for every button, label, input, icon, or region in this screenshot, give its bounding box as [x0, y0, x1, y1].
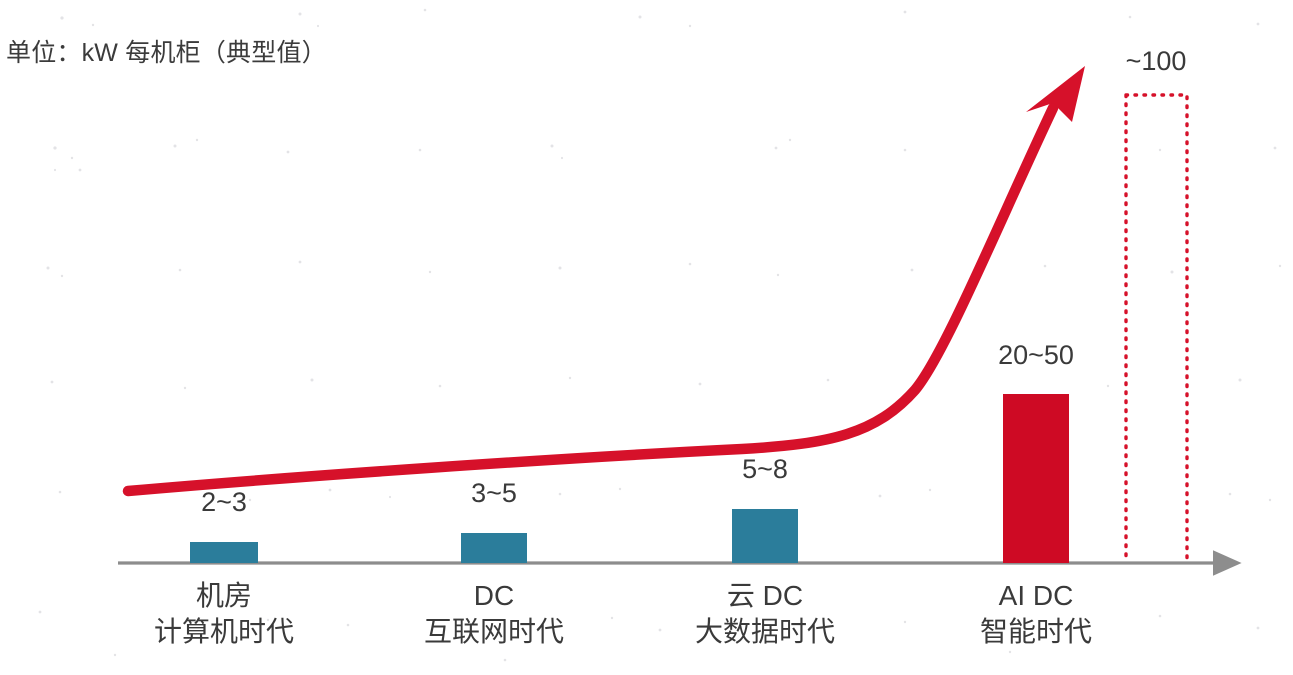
value-label-dc: 3~5 [471, 478, 517, 508]
category-era: 计算机时代 [153, 615, 295, 647]
category-label-cloud-dc: 云 DC 大数据时代 [695, 578, 835, 650]
peak-value-label: ~100 [1125, 46, 1187, 76]
category-era: 智能时代 [979, 615, 1093, 647]
category-name: DC [473, 580, 515, 611]
category-name: 云 DC [726, 580, 804, 611]
value-label-ai-dc: 20~50 [998, 340, 1074, 370]
value-label-cloud-dc: 5~8 [742, 454, 788, 484]
growth-trend-curve [122, 66, 1085, 497]
bar-ai-dc [1003, 394, 1069, 563]
category-label-dc: DC 互联网时代 [424, 578, 564, 650]
growth-arrowhead [1026, 66, 1085, 122]
category-name: 机房 [195, 580, 253, 611]
bar-dc [461, 533, 527, 563]
category-era: 互联网时代 [423, 615, 565, 647]
bar-cloud-dc [732, 509, 798, 563]
unit-caption: 单位：kW 每机柜（典型值） [6, 39, 327, 67]
category-label-jifang: 机房 计算机时代 [154, 578, 294, 650]
bar-jifang [190, 542, 258, 563]
bar-group [190, 394, 1069, 563]
projection-dotted-box [1124, 93, 1189, 564]
category-era: 大数据时代 [694, 615, 836, 647]
category-name: AI DC [998, 580, 1074, 611]
category-label-ai-dc: AI DC 智能时代 [980, 578, 1092, 650]
value-label-jifang: 2~3 [201, 487, 247, 517]
